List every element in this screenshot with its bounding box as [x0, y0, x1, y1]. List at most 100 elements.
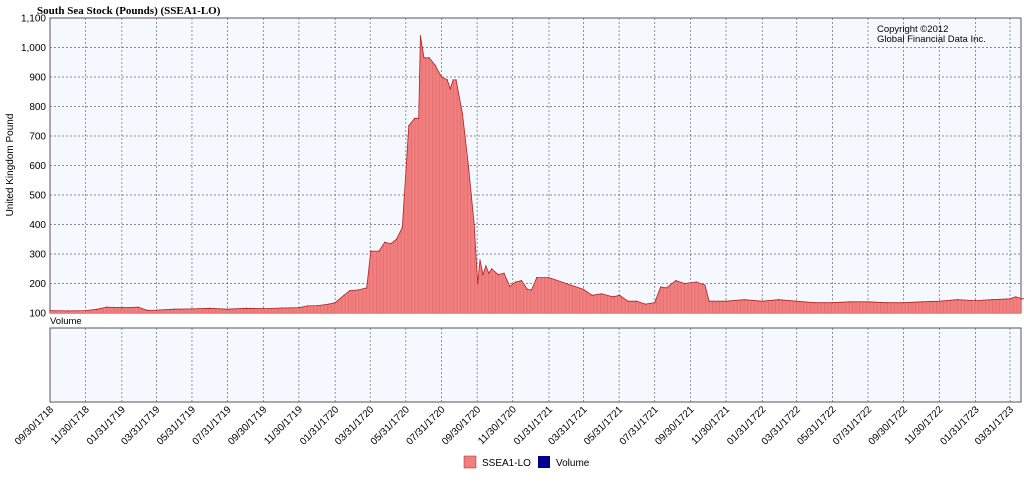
- legend: SSEA1-LO Volume: [463, 455, 590, 469]
- data-point: [530, 289, 533, 291]
- data-point: [526, 288, 529, 290]
- price-panel: 100 200 300 400 500 600 700 800 900 1,000 1,100: [21, 14, 1024, 320]
- data-point: [137, 306, 139, 308]
- data-point: [455, 79, 457, 81]
- data-point: [725, 300, 727, 302]
- data-point: [497, 274, 499, 276]
- data-point: [384, 241, 386, 243]
- copyright-line-1: Copyright ©2012: [877, 24, 948, 35]
- data-point: [485, 265, 487, 267]
- data-point: [428, 57, 430, 59]
- data-point: [743, 299, 745, 301]
- data-point: [423, 57, 425, 59]
- y-tick-label: 600: [29, 161, 46, 172]
- copyright-line-2: Global Financial Data Inc.: [877, 34, 986, 45]
- data-point: [867, 301, 869, 303]
- y-tick-label: 1,100: [21, 14, 46, 25]
- legend-label-volume: Volume: [556, 458, 590, 469]
- data-point: [414, 117, 416, 119]
- data-point: [903, 302, 905, 304]
- data-point: [408, 125, 410, 127]
- data-point: [761, 300, 763, 302]
- y-tick-label: 100: [29, 309, 46, 320]
- data-point: [366, 287, 368, 289]
- data-point: [796, 300, 798, 302]
- y-axis-label: United Kingdom Pound: [5, 114, 16, 217]
- data-point: [227, 308, 229, 310]
- data-point: [956, 299, 959, 301]
- data-point: [503, 272, 505, 274]
- data-point: [601, 293, 603, 295]
- data-point: [155, 309, 157, 311]
- data-point: [582, 288, 585, 290]
- data-point: [343, 294, 345, 296]
- data-point: [813, 302, 815, 304]
- data-point: [370, 250, 372, 252]
- data-point: [191, 308, 193, 310]
- data-point: [509, 285, 511, 287]
- data-point: [520, 280, 523, 282]
- data-point: [636, 300, 638, 302]
- data-point: [349, 290, 351, 292]
- data-point: [831, 302, 834, 304]
- data-point: [146, 309, 148, 311]
- data-point: [452, 79, 454, 81]
- data-point: [885, 302, 887, 304]
- data-point: [1015, 296, 1017, 298]
- data-point: [654, 302, 656, 304]
- data-point: [434, 64, 436, 66]
- data-point: [473, 223, 475, 226]
- series-line-ssea1: [49, 35, 1024, 312]
- legend-swatch-ssea1: [463, 455, 477, 469]
- data-point: [317, 305, 319, 307]
- data-point: [67, 310, 69, 312]
- data-point: [974, 300, 977, 302]
- data-point: [49, 310, 51, 312]
- data-point: [419, 35, 421, 37]
- y-tick-label: 1,000: [21, 43, 46, 54]
- data-point: [1021, 298, 1023, 300]
- data-point: [106, 306, 108, 308]
- data-point: [491, 268, 493, 270]
- data-point: [328, 303, 330, 305]
- legend-label-ssea1: SSEA1-LO: [482, 458, 531, 469]
- data-point: [991, 299, 993, 301]
- data-point: [704, 284, 706, 286]
- data-point: [357, 289, 359, 291]
- data-point: [280, 307, 282, 309]
- data-point: [665, 287, 668, 289]
- data-point: [695, 281, 697, 283]
- data-point: [548, 277, 550, 279]
- y-tick-label: 300: [29, 250, 46, 261]
- data-point: [591, 294, 593, 296]
- data-point: [479, 259, 481, 261]
- data-point: [612, 296, 614, 298]
- data-point: [334, 302, 336, 304]
- y-tick-label: 500: [29, 191, 46, 202]
- data-point: [449, 88, 451, 90]
- y-tick-label: 900: [29, 73, 46, 84]
- y-tick-label: 700: [29, 132, 46, 143]
- data-point: [708, 300, 710, 302]
- data-point: [378, 250, 380, 252]
- data-point: [395, 238, 398, 240]
- volume-plot-area: [49, 327, 1022, 403]
- data-point: [446, 79, 448, 81]
- data-point: [307, 305, 309, 307]
- y-tick-label: 200: [29, 279, 46, 290]
- volume-panel-label: Volume: [50, 316, 82, 327]
- volume-panel: 09/30/171811/30/171801/31/171903/31/1719…: [13, 327, 1022, 448]
- data-point: [262, 308, 264, 310]
- data-point: [683, 282, 686, 285]
- data-point: [245, 307, 247, 309]
- data-point: [401, 226, 403, 228]
- data-point: [627, 300, 629, 302]
- data-point: [96, 308, 98, 310]
- data-point: [482, 274, 484, 276]
- data-point: [849, 301, 851, 303]
- data-point: [644, 303, 647, 305]
- data-point: [477, 282, 479, 285]
- data-point: [208, 307, 211, 309]
- data-point: [778, 299, 780, 301]
